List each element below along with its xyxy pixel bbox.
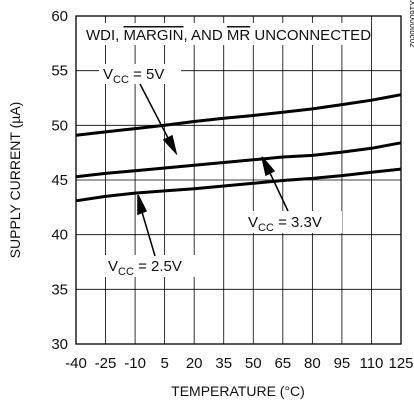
x-tick-label: -25: [95, 355, 117, 372]
y-tick-label: 50: [51, 117, 68, 134]
plot-frame: [75, 15, 402, 345]
arrow-3v3-head: [261, 156, 276, 177]
series-label-5v: VCC = 5V: [103, 66, 164, 86]
condition-note: WDI, MARGIN, AND MR UNCONNECTED: [86, 27, 371, 44]
arrow-2v5-head: [137, 194, 148, 216]
arrow-5v-head: [162, 134, 178, 156]
x-axis-title: TEMPERATURE (°C): [171, 383, 305, 399]
x-tick-label: 35: [215, 355, 232, 372]
y-axis-title: SUPPLY CURRENT (µA): [7, 102, 23, 259]
series-label-2v5: VCC = 2.5V: [108, 258, 182, 278]
annotation-arrows: [137, 83, 289, 257]
series-label-3v3: VCC = 3.3V: [248, 214, 322, 234]
x-tick-label: 95: [334, 355, 351, 372]
series-line-2: [75, 167, 402, 203]
label-bg-2v5: [104, 255, 196, 277]
arrow-5v-shaft: [139, 83, 169, 139]
x-tick-labels: -40 -25 -10 5 20 35 50 65 80 95 110 125: [65, 355, 413, 372]
series-lines: [75, 93, 402, 203]
y-tick-label: 60: [51, 8, 68, 25]
y-tick-label: 40: [51, 227, 68, 244]
y-tick-labels: 30 35 40 45 50 55 60: [51, 8, 68, 353]
y-tick-label: 45: [51, 172, 68, 189]
x-tick-label: 50: [245, 355, 262, 372]
series-line-1: [75, 141, 402, 179]
x-tick-label: 5: [160, 355, 168, 372]
label-bg-3v3: [244, 211, 342, 233]
y-tick-label: 30: [51, 336, 68, 353]
mr-overbar-text: MR: [227, 27, 250, 44]
y-tick-label: 35: [51, 281, 68, 298]
label-bg-5v: [99, 64, 181, 84]
series-line-0: [75, 93, 402, 137]
x-tick-label: -10: [124, 355, 146, 372]
x-tick-label: 65: [274, 355, 291, 372]
condition-note-bg: [80, 23, 358, 45]
x-tick-label: -40: [65, 355, 87, 372]
margin-overbar-text: MARGIN: [124, 27, 184, 44]
figure-id: MAX16000toc02: [408, 0, 414, 48]
x-tick-label: 110: [359, 355, 383, 372]
arrow-3v3-shaft: [269, 172, 289, 212]
y-tick-label: 55: [51, 63, 68, 80]
x-tick-label: 80: [304, 355, 321, 372]
x-tick-label: 125: [388, 355, 413, 372]
arrow-2v5-shaft: [141, 211, 156, 257]
x-tick-label: 20: [186, 355, 203, 372]
